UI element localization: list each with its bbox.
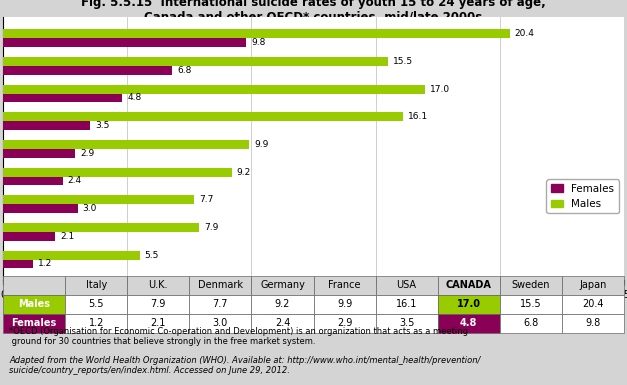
Text: 15.5: 15.5 — [393, 57, 413, 66]
Text: 9.8: 9.8 — [251, 38, 266, 47]
Text: 6.8: 6.8 — [177, 66, 191, 75]
Bar — [3, 29, 510, 38]
Bar — [3, 121, 90, 130]
Text: 17.0: 17.0 — [430, 85, 450, 94]
Text: 9.2: 9.2 — [236, 167, 251, 177]
Bar — [3, 85, 425, 94]
Text: 5.5: 5.5 — [145, 251, 159, 259]
Bar — [3, 195, 194, 204]
Bar — [3, 57, 388, 66]
Text: 2.4: 2.4 — [68, 176, 82, 186]
Bar — [3, 149, 75, 158]
Text: 16.1: 16.1 — [408, 112, 428, 121]
Text: 3.5: 3.5 — [95, 121, 109, 130]
Bar — [3, 204, 78, 213]
X-axis label: Rate/100,000: Rate/100,000 — [270, 306, 357, 319]
Text: 2.9: 2.9 — [80, 149, 94, 158]
Legend: Females, Males: Females, Males — [547, 179, 619, 213]
Text: 2.1: 2.1 — [60, 232, 75, 241]
Text: 7.7: 7.7 — [199, 195, 214, 204]
Text: 4.8: 4.8 — [127, 94, 142, 102]
Bar — [3, 66, 172, 75]
Text: 9.9: 9.9 — [254, 140, 268, 149]
Text: Fig. 5.5.15  International suicide rates of youth 15 to 24 years of age,
Canada : Fig. 5.5.15 International suicide rates … — [81, 0, 546, 24]
Text: *OECD (Organisation for Economic Co-operation and Development) is an organizatio: *OECD (Organisation for Economic Co-oper… — [9, 327, 468, 346]
Text: 1.2: 1.2 — [38, 259, 52, 268]
Text: Adapted from the World Health Organization (WHO). Available at: http://www.who.i: Adapted from the World Health Organizati… — [9, 355, 481, 375]
Bar — [3, 251, 140, 259]
Text: 20.4: 20.4 — [515, 29, 534, 38]
Bar — [3, 168, 231, 177]
Text: 3.0: 3.0 — [83, 204, 97, 213]
Bar — [3, 259, 33, 268]
Bar — [3, 94, 122, 102]
Bar — [3, 38, 246, 47]
Bar — [3, 232, 55, 241]
Bar — [3, 112, 403, 121]
Bar — [3, 140, 249, 149]
Bar — [3, 223, 199, 232]
Bar — [3, 177, 63, 186]
Text: 7.9: 7.9 — [204, 223, 219, 232]
